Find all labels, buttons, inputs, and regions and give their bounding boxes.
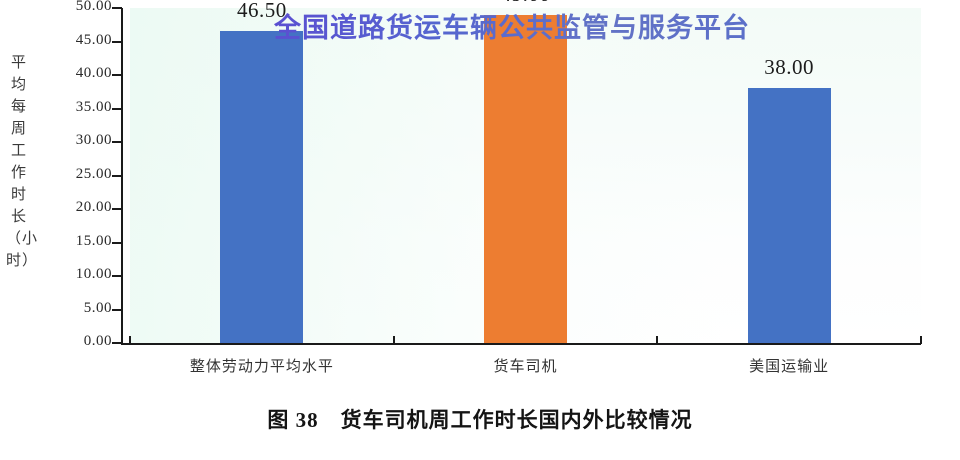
y-axis-tick	[112, 342, 122, 344]
bar-value-label-1: 46.50	[236, 0, 287, 23]
y-axis-tick	[112, 308, 122, 311]
x-axis-tick	[129, 336, 131, 344]
bar-3	[747, 88, 831, 343]
x-axis-tick	[392, 336, 395, 344]
y-axis-tick	[112, 74, 122, 76]
y-axis-tick	[112, 107, 122, 110]
y-axis-tick-label: 10.00	[75, 266, 112, 282]
figure-caption: 图 38 货车司机周工作时长国内外比较情况	[0, 404, 960, 434]
y-axis-tick-label: 45.00	[75, 31, 112, 48]
y-axis-tick	[112, 141, 122, 143]
caption-text: 货车司机周工作时长国内外比较情况	[340, 408, 693, 432]
y-axis-tick-label: 5.00	[83, 299, 112, 316]
x-axis-tick	[920, 336, 922, 344]
y-axis-line	[121, 8, 123, 345]
x-axis-line	[121, 343, 921, 345]
bars-layer	[220, 14, 831, 343]
y-axis-tick	[112, 208, 122, 210]
y-axis-tick	[112, 275, 122, 277]
bar-2	[484, 14, 567, 343]
y-axis-tick	[112, 241, 122, 244]
y-axis-tick-label: 40.00	[75, 65, 112, 81]
y-axis-tick-label: 50.00	[75, 0, 112, 14]
y-axis-tick	[112, 40, 122, 43]
y-axis-tick-labels: 50.00 45.00 40.00 35.00 30.00 25.00 20.00 15.00…	[36, 0, 112, 360]
bar-1	[220, 31, 304, 343]
x-axis-category-label-3: 美国运输业	[749, 359, 830, 375]
bar-value-label-3: 38.00	[764, 55, 815, 80]
y-axis-tick-label: 25.00	[75, 165, 112, 182]
x-axis-category-label-1: 整体劳动力平均水平	[189, 359, 334, 375]
y-axis-tick-label: 20.00	[75, 199, 112, 215]
y-axis-tick-label: 0.00	[83, 333, 112, 349]
x-axis-tick	[656, 336, 659, 344]
y-axis-title: 平均每周工作时长（小时）	[6, 55, 39, 269]
y-axis-tick-label: 35.00	[75, 98, 112, 115]
y-axis-tick-label: 30.00	[75, 132, 112, 148]
bar-value-label-2: 49.00	[456, 0, 596, 7]
caption-number: 图 38	[267, 408, 319, 432]
y-axis-tick	[112, 7, 122, 9]
x-axis-category-label-2: 货车司机	[493, 359, 558, 375]
y-axis-tick-label: 15.00	[75, 232, 112, 249]
y-axis-tick	[112, 174, 122, 177]
